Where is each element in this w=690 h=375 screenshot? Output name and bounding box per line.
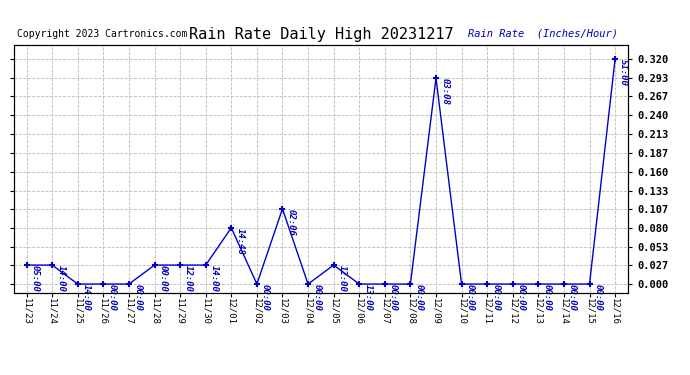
Text: 12:00: 12:00 [184, 265, 193, 292]
Text: 13:00: 13:00 [364, 284, 373, 311]
Text: 00:00: 00:00 [491, 284, 500, 311]
Text: 14:00: 14:00 [82, 284, 91, 311]
Text: 00:00: 00:00 [568, 284, 577, 311]
Text: 00:00: 00:00 [389, 284, 398, 311]
Text: 00:00: 00:00 [261, 284, 270, 311]
Text: 14:00: 14:00 [210, 265, 219, 292]
Text: 00:00: 00:00 [108, 284, 117, 311]
Text: 03:08: 03:08 [440, 78, 449, 105]
Text: 00:00: 00:00 [415, 284, 424, 311]
Text: 00:00: 00:00 [159, 265, 168, 292]
Title: Rain Rate Daily High 20231217: Rain Rate Daily High 20231217 [188, 27, 453, 42]
Text: Rain Rate  (Inches/Hour): Rain Rate (Inches/Hour) [469, 29, 618, 39]
Text: 02:06: 02:06 [286, 209, 295, 236]
Text: 00:00: 00:00 [517, 284, 526, 311]
Text: 00:00: 00:00 [466, 284, 475, 311]
Text: 05:00: 05:00 [31, 265, 40, 292]
Text: 00:00: 00:00 [133, 284, 142, 311]
Text: 12:00: 12:00 [338, 265, 347, 292]
Text: 14:00: 14:00 [57, 265, 66, 292]
Text: 00:00: 00:00 [542, 284, 551, 311]
Text: 00:00: 00:00 [312, 284, 322, 311]
Text: 00:00: 00:00 [593, 284, 602, 311]
Text: 14:48: 14:48 [235, 228, 244, 255]
Text: Copyright 2023 Cartronics.com: Copyright 2023 Cartronics.com [17, 29, 187, 39]
Text: 51:00: 51:00 [619, 59, 629, 86]
